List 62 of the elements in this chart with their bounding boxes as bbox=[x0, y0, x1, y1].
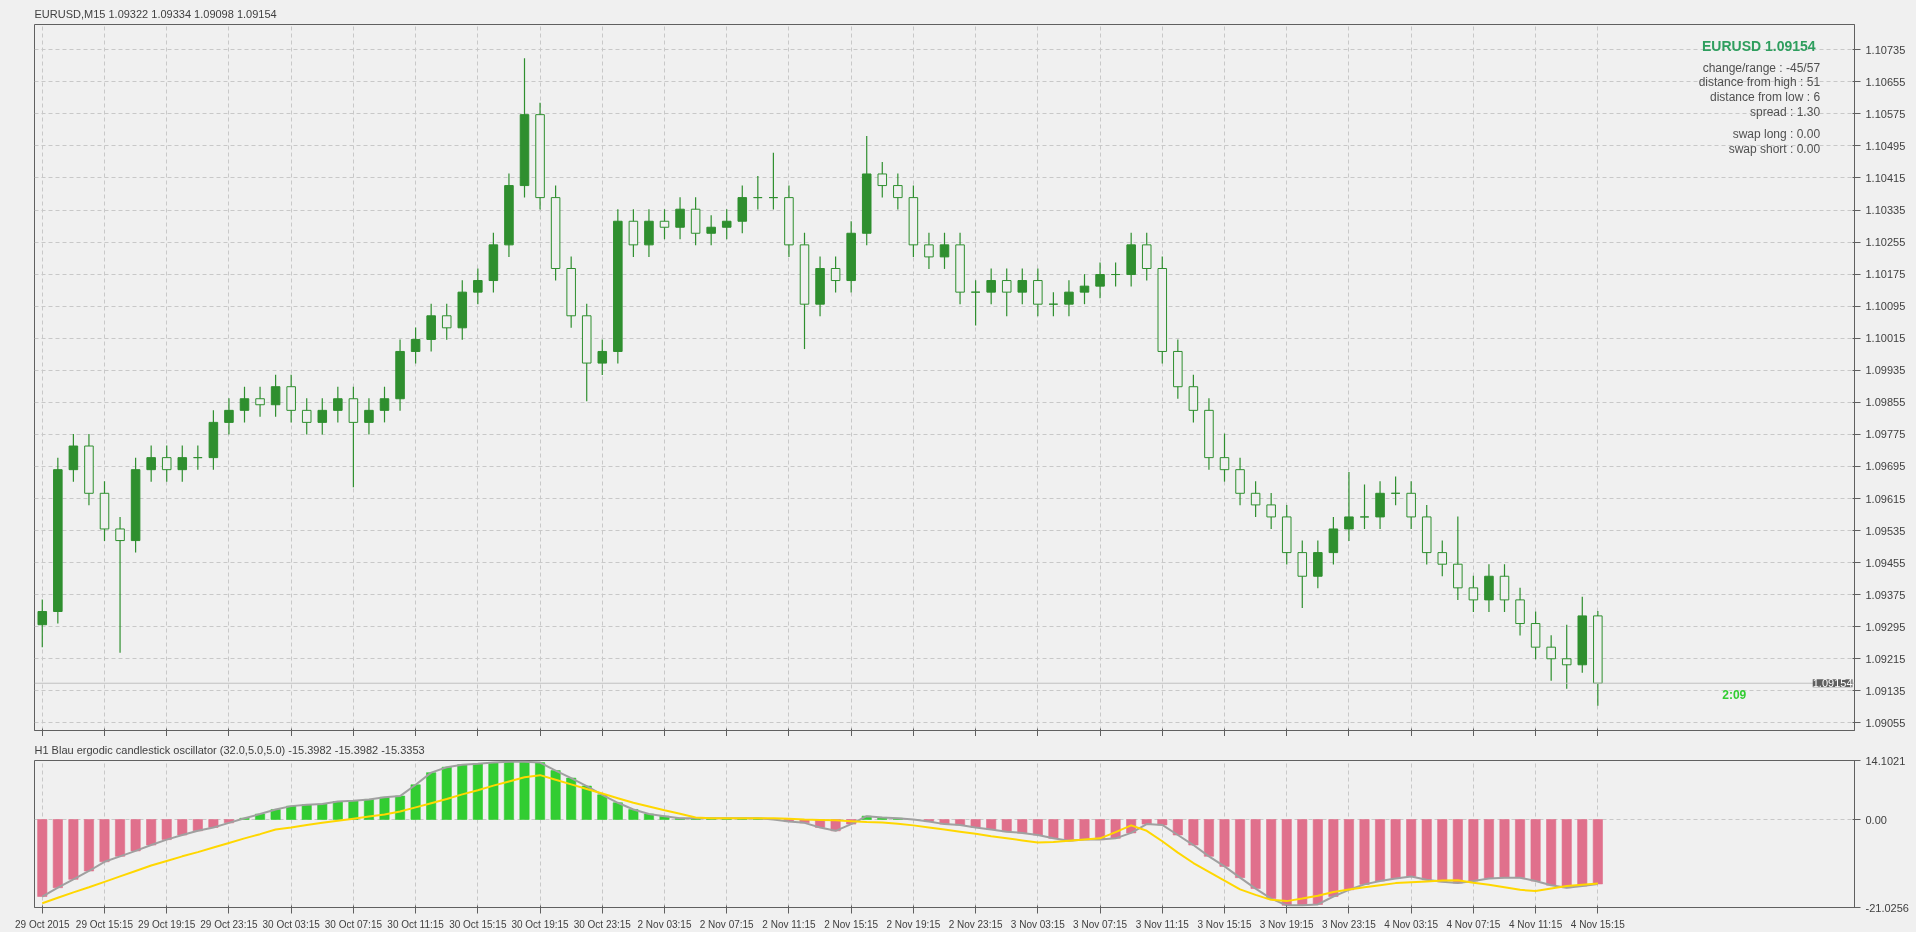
annotation: swap long : 0.00 bbox=[1732, 126, 1821, 141]
x-tick-label: 3 Nov 19:15 bbox=[1259, 918, 1315, 930]
annotation: 2:09 bbox=[1722, 688, 1747, 703]
y-tick-label: 1.10495 bbox=[1865, 139, 1906, 152]
x-tick-label: 2 Nov 15:15 bbox=[824, 918, 879, 930]
y-tick-label: 1.09455 bbox=[1865, 556, 1906, 569]
y-tick-label: 1.10655 bbox=[1865, 75, 1906, 88]
y-tick-label: 1.09055 bbox=[1865, 716, 1906, 729]
annotation: change/range : -45/57 bbox=[1702, 60, 1821, 75]
x-tick-label: 2 Nov 19:15 bbox=[886, 918, 941, 930]
y-tick-label: 14.1021 bbox=[1865, 754, 1906, 767]
y-tick-label: 1.09695 bbox=[1865, 460, 1906, 473]
x-tick-label: 3 Nov 23:15 bbox=[1321, 918, 1377, 930]
y-tick-label: 1.10015 bbox=[1865, 332, 1906, 345]
chart-title: H1 Blau ergodic candlestick oscillator (32.0,5.0,5.0) -15.3982 -15.3982 -15.3353 bbox=[34, 743, 425, 756]
x-tick-label: 3 Nov 03:15 bbox=[1010, 918, 1066, 930]
y-tick-label: 1.09935 bbox=[1865, 364, 1906, 377]
x-tick-label: 29 Oct 19:15 bbox=[138, 918, 196, 930]
x-tick-label: 4 Nov 03:15 bbox=[1384, 918, 1439, 930]
x-tick-label: 2 Nov 23:15 bbox=[948, 918, 1004, 930]
x-tick-label: 3 Nov 15:15 bbox=[1197, 918, 1252, 930]
y-tick-label: 1.10735 bbox=[1865, 43, 1906, 56]
annotation: spread : 1.30 bbox=[1750, 105, 1821, 120]
y-tick-label: 1.10335 bbox=[1865, 204, 1906, 217]
y-tick-label: 1.09775 bbox=[1865, 428, 1906, 441]
x-tick-label: 4 Nov 07:15 bbox=[1446, 918, 1501, 930]
annotation: distance from low : 6 bbox=[1710, 90, 1821, 105]
y-tick-label: 1.09295 bbox=[1865, 620, 1906, 633]
x-tick-label: 3 Nov 07:15 bbox=[1073, 918, 1128, 930]
x-tick-label: 29 Oct 2015 bbox=[15, 918, 70, 930]
x-tick-label: 29 Oct 23:15 bbox=[200, 918, 259, 930]
y-tick-label: 1.09855 bbox=[1865, 396, 1906, 409]
x-tick-label: 4 Nov 11:15 bbox=[1509, 918, 1563, 930]
x-tick-label: 2 Nov 07:15 bbox=[699, 918, 755, 930]
y-tick-label: 1.10095 bbox=[1865, 300, 1906, 313]
x-tick-label: 4 Nov 15:15 bbox=[1570, 918, 1626, 930]
y-tick-label: 1.09535 bbox=[1865, 524, 1906, 537]
x-tick-label: 30 Oct 15:15 bbox=[449, 918, 507, 930]
x-tick-label: 2 Nov 11:15 bbox=[762, 918, 816, 930]
x-tick-label: 3 Nov 11:15 bbox=[1135, 918, 1190, 930]
y-tick-label: 1.10575 bbox=[1865, 107, 1906, 120]
y-tick-label: 1.09615 bbox=[1865, 492, 1906, 505]
y-tick-label: 1.09215 bbox=[1865, 652, 1906, 665]
x-tick-label: 29 Oct 15:15 bbox=[75, 918, 134, 930]
y-tick-label: 1.09135 bbox=[1865, 684, 1906, 697]
y-tick-label: 1.09375 bbox=[1865, 588, 1906, 601]
ref-line-label: 1.09154 bbox=[1812, 677, 1853, 690]
chart-title: EURUSD,M15 1.09322 1.09334 1.09098 1.09154 bbox=[34, 7, 277, 20]
x-tick-label: 30 Oct 19:15 bbox=[511, 918, 570, 930]
x-tick-label: 30 Oct 07:15 bbox=[324, 918, 383, 930]
y-tick-label: -21.0256 bbox=[1865, 901, 1909, 914]
y-tick-label: 1.10415 bbox=[1865, 171, 1906, 184]
annotation: distance from high : 51 bbox=[1698, 75, 1821, 90]
x-tick-label: 30 Oct 23:15 bbox=[573, 918, 632, 930]
annotation: swap short : 0.00 bbox=[1728, 141, 1821, 156]
y-tick-label: 1.10175 bbox=[1865, 268, 1906, 281]
annotation: EURUSD 1.09154 bbox=[1702, 37, 1816, 54]
y-tick-label: 1.10255 bbox=[1865, 236, 1906, 249]
x-tick-label: 2 Nov 03:15 bbox=[637, 918, 692, 930]
x-tick-label: 30 Oct 03:15 bbox=[262, 918, 321, 930]
x-tick-label: 30 Oct 11:15 bbox=[387, 918, 445, 930]
y-tick-label: 0.00 bbox=[1865, 813, 1887, 826]
